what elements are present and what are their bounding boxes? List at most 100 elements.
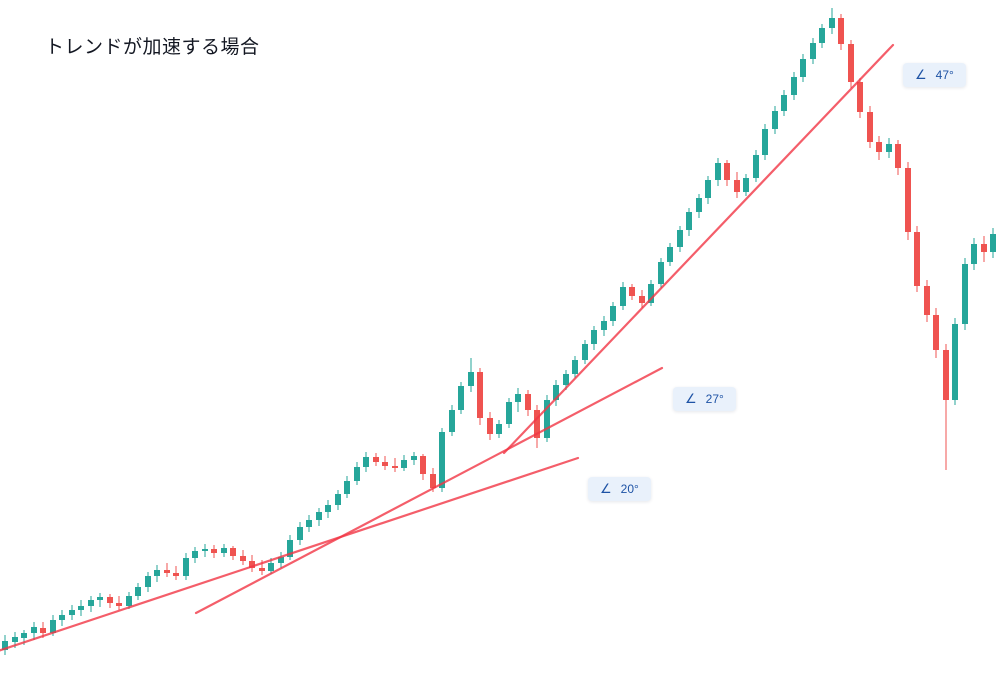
candle-body [867, 112, 873, 142]
candle-body [335, 494, 341, 505]
candle-body [696, 198, 702, 212]
candle-body [990, 234, 996, 252]
candle-body [221, 548, 227, 553]
candle-body [420, 456, 426, 474]
candle-body [430, 474, 436, 488]
candle-body [373, 457, 379, 462]
candle-body [392, 466, 398, 468]
candle-body [829, 18, 835, 28]
candle-body [715, 163, 721, 180]
candle-body [924, 286, 930, 315]
candle-body [278, 557, 284, 563]
candle-body [126, 596, 132, 606]
candle-body [477, 372, 483, 418]
candle-body [259, 568, 265, 571]
candle-body [791, 77, 797, 95]
candle-body [211, 549, 217, 553]
candle-body [192, 551, 198, 558]
candle-body [183, 558, 189, 576]
candle-body [12, 637, 18, 642]
candle-body [411, 456, 417, 460]
candle-body [943, 350, 949, 400]
candle-body [316, 512, 322, 520]
candle-body [800, 59, 806, 77]
candle-body [50, 620, 56, 633]
angle-label[interactable]: ∠ 27° [673, 387, 736, 411]
candle-body [107, 597, 113, 603]
candle-body [40, 628, 46, 633]
angle-label[interactable]: ∠ 47° [903, 63, 966, 87]
candle-body [297, 527, 303, 540]
candle-body [458, 386, 464, 410]
candle-body [848, 44, 854, 82]
candle-body [819, 28, 825, 43]
candle-body [487, 418, 493, 434]
candle-body [971, 244, 977, 264]
angle-icon: ∠ [685, 391, 697, 406]
candle-body [553, 385, 559, 400]
candle-body [876, 142, 882, 152]
candle-body [173, 573, 179, 576]
candle-body [895, 144, 901, 168]
candle-body [734, 180, 740, 192]
candle-body [88, 600, 94, 606]
candle-body [658, 262, 664, 284]
candle-body [705, 180, 711, 198]
candle-body [2, 641, 8, 650]
candle-body [629, 287, 635, 296]
angle-label[interactable]: ∠ 20° [588, 477, 651, 501]
candle-body [202, 549, 208, 551]
candle-body [591, 330, 597, 344]
trendline-27°[interactable] [194, 366, 664, 615]
candle-body [810, 43, 816, 59]
candle-body [344, 481, 350, 494]
candle-body [306, 520, 312, 527]
angle-value: 20° [620, 482, 639, 496]
candle-body [468, 372, 474, 386]
candle-body [69, 610, 75, 615]
candle-body [97, 597, 103, 600]
candle-body [667, 247, 673, 262]
candle-body [515, 394, 521, 402]
candle-body [240, 556, 246, 561]
candle-body [620, 287, 626, 306]
candle-body [582, 344, 588, 360]
chart-title: トレンドが加速する場合 [45, 37, 260, 58]
candle-body [933, 315, 939, 350]
candle-body [287, 540, 293, 557]
candle-body [401, 460, 407, 468]
candle-body [610, 306, 616, 321]
candle-body [572, 360, 578, 374]
trendline-20°[interactable] [0, 456, 580, 652]
candle-body [164, 570, 170, 573]
candle-body [230, 548, 236, 556]
candle-body [914, 232, 920, 286]
angle-value: 27° [705, 392, 724, 406]
candle-body [354, 467, 360, 481]
trendline-47°[interactable] [502, 43, 895, 455]
candle-body [325, 505, 331, 512]
candle-body [154, 570, 160, 576]
candle-body [363, 457, 369, 467]
candle-body [145, 576, 151, 587]
candle-body [981, 244, 987, 252]
candle-body [743, 178, 749, 192]
candle-body [21, 633, 27, 638]
candle-body [753, 155, 759, 178]
angle-value: 47° [935, 68, 954, 82]
candle-body [838, 18, 844, 44]
candle-body [781, 95, 787, 111]
candle-body [677, 230, 683, 247]
candle-body [762, 129, 768, 155]
candle-body [439, 432, 445, 488]
candle-body [534, 410, 540, 438]
candle-body [59, 615, 65, 620]
candle-body [249, 561, 255, 568]
candle-body [449, 410, 455, 432]
candle-body [563, 374, 569, 385]
candle-body [525, 394, 531, 410]
candle-body [544, 400, 550, 438]
candle-body [116, 603, 122, 606]
